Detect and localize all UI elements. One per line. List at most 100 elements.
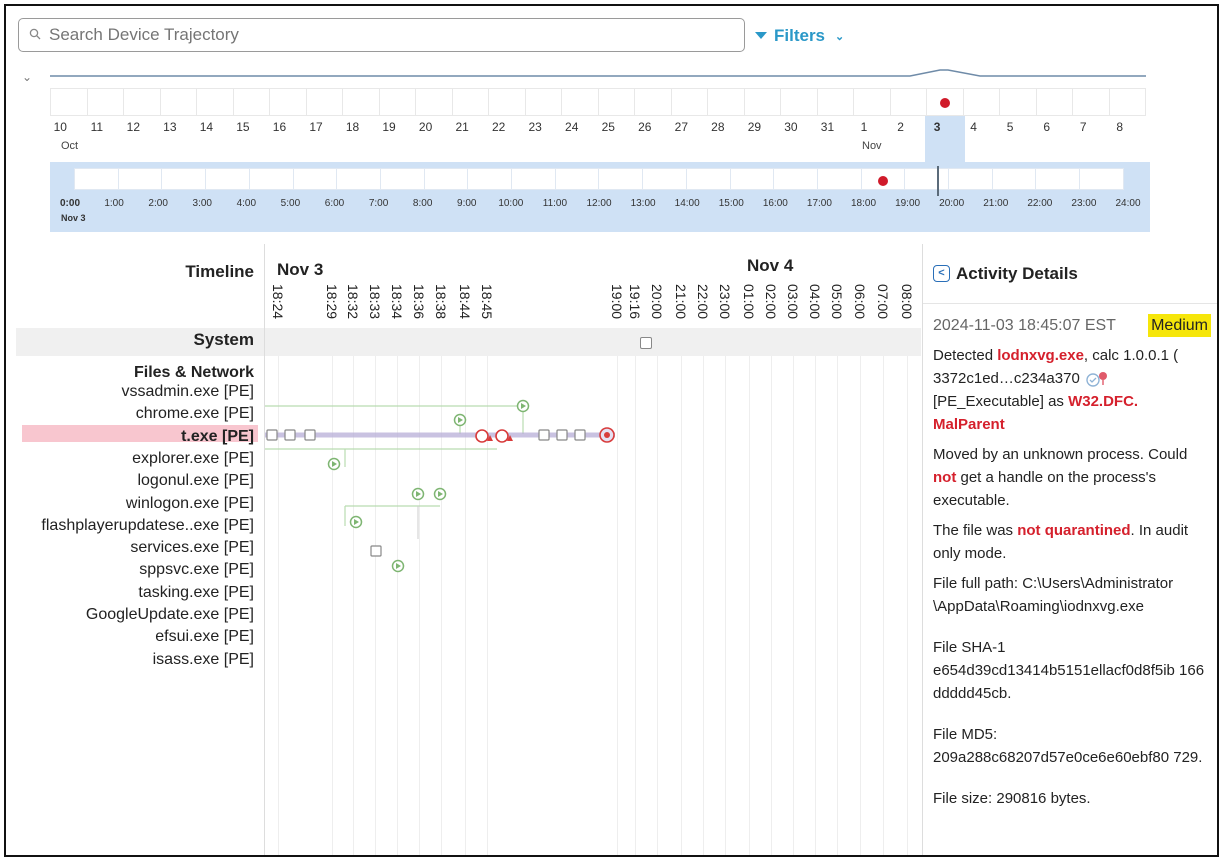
day-label[interactable]: 18 xyxy=(345,120,360,134)
day-label[interactable]: 17 xyxy=(309,120,323,134)
hour-cell[interactable] xyxy=(292,168,337,190)
event-dot-day[interactable] xyxy=(940,98,950,108)
hour-cell[interactable] xyxy=(598,168,643,190)
hour-cell[interactable] xyxy=(423,168,468,190)
day-cell[interactable] xyxy=(962,88,999,116)
day-label[interactable]: 2 xyxy=(897,120,904,134)
hour-cell[interactable] xyxy=(117,168,162,190)
process-row[interactable]: services.exe [PE] xyxy=(130,539,254,557)
hour-cell[interactable] xyxy=(1079,168,1124,190)
day-label[interactable]: 5 xyxy=(1006,120,1014,134)
hour-cell[interactable] xyxy=(511,168,555,190)
day-label[interactable]: 7 xyxy=(1079,120,1087,134)
process-row[interactable]: isass.exe [PE] xyxy=(152,650,254,668)
process-row[interactable]: flashplayerupdatese..exe [PE] xyxy=(41,516,254,534)
day-label[interactable]: 16 xyxy=(272,120,287,134)
day-cell[interactable] xyxy=(743,88,780,116)
day-cell[interactable] xyxy=(342,88,379,116)
day-cell[interactable] xyxy=(597,88,634,116)
day-cell[interactable] xyxy=(269,88,306,116)
day-label[interactable]: 27 xyxy=(674,120,688,134)
process-row[interactable]: logonul.exe [PE] xyxy=(137,472,254,490)
collapse-panel-icon[interactable]: < xyxy=(933,265,950,282)
event-dot-hour[interactable] xyxy=(878,176,888,186)
day-cell[interactable] xyxy=(889,88,926,116)
hour-strip[interactable] xyxy=(74,168,1124,190)
day-label[interactable]: 24 xyxy=(565,120,579,134)
day-cell[interactable] xyxy=(780,88,817,116)
hour-cell[interactable] xyxy=(336,168,380,190)
day-cell[interactable] xyxy=(561,88,598,116)
execution-pin-icons[interactable] xyxy=(327,399,530,573)
process-row[interactable]: sppsvc.exe [PE] xyxy=(139,561,254,579)
day-label[interactable]: 19 xyxy=(382,120,396,134)
day-cell[interactable] xyxy=(451,88,488,116)
process-row[interactable]: vssadmin.exe [PE] xyxy=(121,383,255,400)
hash-short[interactable]: 3372c1ed…c234a370 xyxy=(933,370,1080,387)
day-label[interactable]: 1 xyxy=(860,120,868,134)
hour-cell[interactable] xyxy=(74,168,118,190)
day-cell[interactable] xyxy=(196,88,233,116)
day-cell[interactable] xyxy=(853,88,890,116)
hour-cell[interactable] xyxy=(904,168,949,190)
day-label[interactable]: 6 xyxy=(1043,120,1050,134)
day-cell[interactable] xyxy=(159,88,196,116)
hour-cell[interactable] xyxy=(248,168,293,190)
process-row[interactable]: winlogon.exe [PE] xyxy=(125,494,254,512)
day-cell[interactable] xyxy=(488,88,525,116)
file-event-markers[interactable] xyxy=(266,429,586,557)
threat-event-icons[interactable] xyxy=(475,427,615,443)
day-cell[interactable] xyxy=(999,88,1036,116)
day-label[interactable]: 13 xyxy=(163,120,177,134)
day-label[interactable]: 29 xyxy=(747,120,762,134)
hour-cell[interactable] xyxy=(773,168,817,190)
process-row[interactable]: efsui.exe [PE] xyxy=(155,628,254,646)
filters-dropdown[interactable]: Filters ⌄ xyxy=(754,26,844,46)
day-label[interactable]: 11 xyxy=(90,120,104,134)
hour-cell[interactable] xyxy=(467,168,512,190)
file-lookup-icon[interactable] xyxy=(1084,371,1110,387)
day-label[interactable]: 25 xyxy=(601,120,615,134)
day-cell[interactable] xyxy=(232,88,269,116)
day-cell[interactable] xyxy=(707,88,744,116)
day-label[interactable]: 12 xyxy=(126,120,140,134)
day-cell[interactable] xyxy=(816,88,853,116)
hour-cell[interactable] xyxy=(1035,168,1080,190)
day-label[interactable]: 15 xyxy=(236,120,250,134)
day-cell[interactable] xyxy=(1108,88,1146,116)
hour-cell[interactable] xyxy=(161,168,206,190)
day-label[interactable]: 28 xyxy=(711,120,725,134)
collapse-chevron-icon[interactable]: ⌄ xyxy=(22,70,33,84)
hour-cell[interactable] xyxy=(642,168,686,190)
hour-range-handle[interactable] xyxy=(937,166,939,196)
hour-cell[interactable] xyxy=(379,168,424,190)
hour-cell[interactable] xyxy=(205,168,249,190)
day-cell[interactable] xyxy=(415,88,452,116)
process-row-selected[interactable]: t.exe [PE] xyxy=(181,427,254,445)
search-box[interactable] xyxy=(18,18,745,52)
process-row[interactable]: chrome.exe [PE] xyxy=(135,405,254,423)
day-cell[interactable] xyxy=(50,88,87,116)
process-row[interactable]: explorer.exe [PE] xyxy=(132,449,254,467)
day-label[interactable]: 8 xyxy=(1116,120,1124,134)
day-cell[interactable] xyxy=(1035,88,1072,116)
day-cell[interactable] xyxy=(634,88,671,116)
day-strip[interactable] xyxy=(50,88,1146,116)
day-cell[interactable] xyxy=(524,88,561,116)
day-cell[interactable] xyxy=(86,88,123,116)
hour-cell[interactable] xyxy=(816,168,861,190)
process-row[interactable]: GoogleUpdate.exe [PE] xyxy=(85,606,254,623)
hour-cell[interactable] xyxy=(991,168,1036,190)
hour-cell[interactable] xyxy=(685,168,730,190)
day-cell[interactable] xyxy=(123,88,160,116)
day-label[interactable]: 23 xyxy=(528,120,542,134)
day-label[interactable]: 14 xyxy=(199,120,214,134)
detected-file-link[interactable]: lodnxvg.exe xyxy=(997,347,1084,364)
hour-cell[interactable] xyxy=(948,168,992,190)
day-label[interactable]: 21 xyxy=(455,120,469,134)
day-cell[interactable] xyxy=(1072,88,1109,116)
day-label[interactable]: 30 xyxy=(784,120,798,134)
day-label[interactable]: 20 xyxy=(418,120,433,134)
day-label[interactable]: 4 xyxy=(970,120,977,134)
hour-cell[interactable] xyxy=(554,168,599,190)
